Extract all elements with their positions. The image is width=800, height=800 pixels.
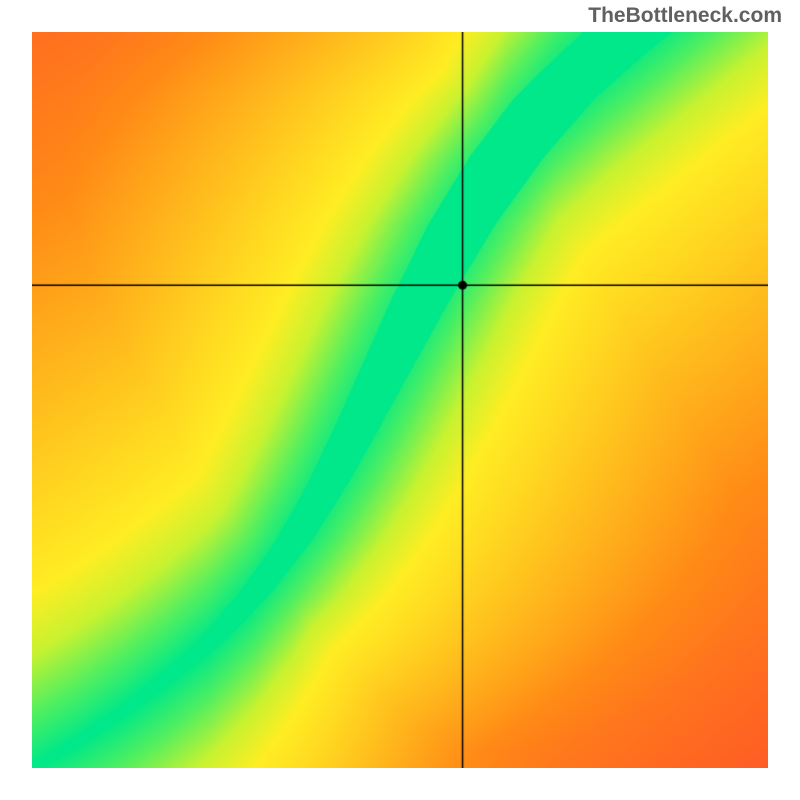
watermark-text: TheBottleneck.com	[588, 4, 782, 28]
bottleneck-heatmap	[32, 32, 768, 768]
